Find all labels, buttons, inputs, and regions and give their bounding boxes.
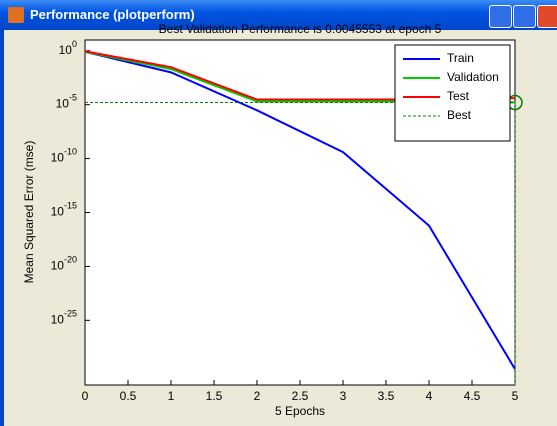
y-axis-label: Mean Squared Error (mse) (22, 141, 36, 284)
x-tick-label: 3 (340, 389, 347, 403)
tick-exponent: -25 (64, 309, 77, 319)
tick-base: 10 (56, 97, 70, 111)
tick-exponent: 0 (72, 39, 77, 49)
x-tick-label: 5 (512, 389, 519, 403)
chart: Best Validation Performance is 0.0045553… (0, 0, 557, 426)
x-tick-label: 2 (254, 389, 261, 403)
y-tick-label: 10-5 (56, 93, 77, 111)
x-tick-label: 0 (82, 389, 89, 403)
tick-exponent: -5 (69, 93, 77, 103)
y-tick-label: 10-20 (51, 255, 77, 273)
x-tick-label: 3.5 (378, 389, 395, 403)
y-tick-label: 10-10 (51, 147, 77, 165)
x-tick-label: 2.5 (292, 389, 309, 403)
legend-label: Test (447, 89, 470, 103)
window: Performance (plotperform) Best Validatio… (0, 0, 557, 426)
legend-label: Train (447, 51, 474, 65)
tick-base: 10 (51, 312, 65, 326)
tick-base: 10 (51, 259, 65, 273)
y-tick-label: 10-25 (51, 309, 77, 327)
legend-label: Validation (447, 70, 499, 84)
tick-exponent: -15 (64, 201, 77, 211)
y-tick-label: 10-15 (51, 201, 77, 219)
chart-title: Best Validation Performance is 0.0045553… (159, 22, 442, 36)
tick-base: 10 (59, 43, 73, 57)
tick-exponent: -10 (64, 147, 77, 157)
tick-base: 10 (51, 151, 65, 165)
x-tick-label: 0.5 (120, 389, 137, 403)
tick-exponent: -20 (64, 255, 77, 265)
x-tick-label: 1 (168, 389, 175, 403)
x-axis-label: 5 Epochs (275, 404, 325, 418)
tick-base: 10 (51, 205, 65, 219)
x-tick-label: 4.5 (464, 389, 481, 403)
x-tick-label: 1.5 (206, 389, 223, 403)
legend-label: Best (447, 108, 472, 122)
x-tick-label: 4 (426, 389, 433, 403)
y-tick-label: 100 (59, 39, 77, 57)
